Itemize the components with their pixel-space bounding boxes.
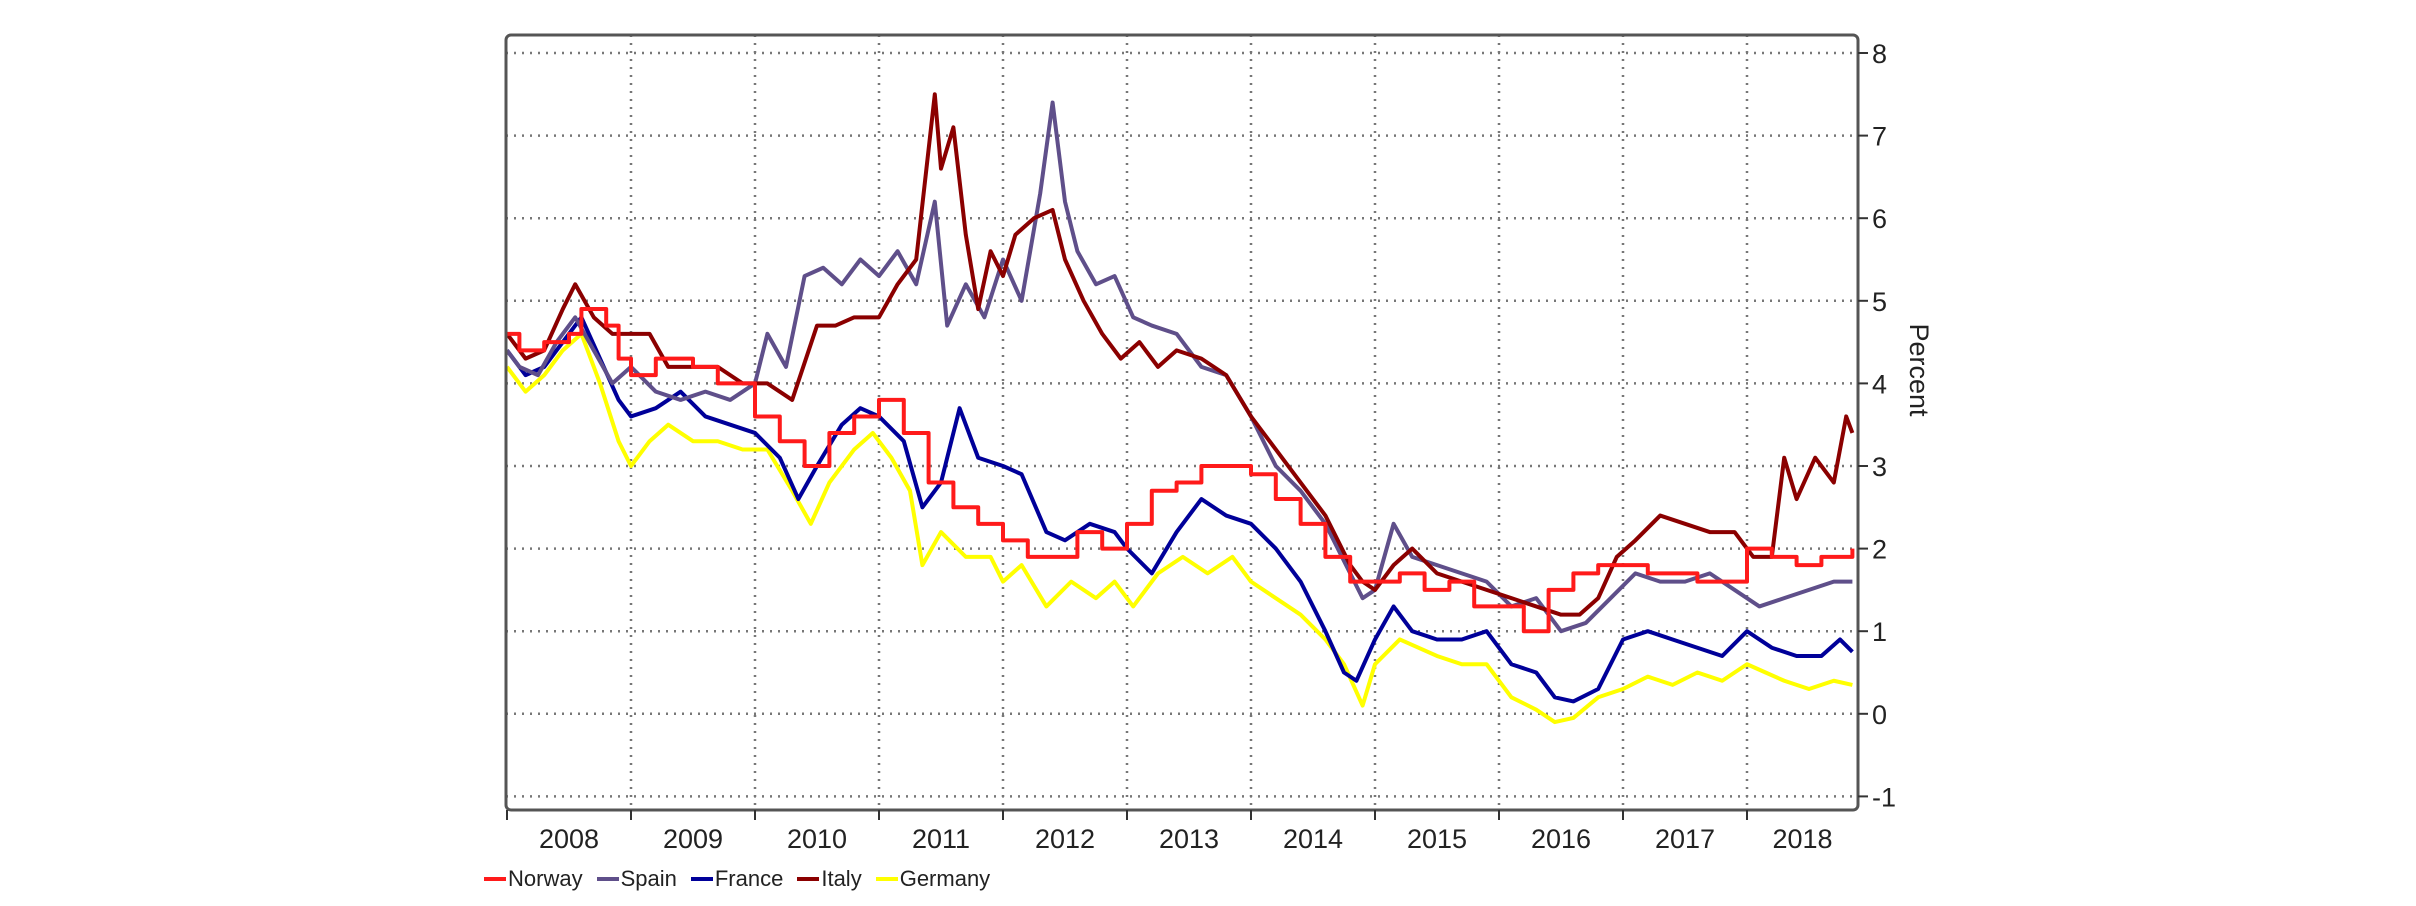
legend-label: France	[714, 866, 784, 891]
legend-item-norway: Norway	[484, 866, 583, 892]
series-norway	[507, 307, 1855, 634]
x-tick-label: 2008	[539, 824, 599, 854]
x-tick-label: 2012	[1035, 824, 1095, 854]
x-tick-label: 2011	[912, 824, 970, 854]
legend-swatch-icon	[596, 877, 619, 881]
x-tick-label: 2010	[787, 824, 847, 854]
y-tick-label: 6	[1872, 204, 1887, 234]
legend-item-italy: Italy	[797, 866, 862, 892]
y-tick-label: 2	[1872, 535, 1887, 565]
legend-label: Italy	[821, 866, 862, 891]
x-tick-label: 2009	[663, 824, 723, 854]
legend: Norway Spain France Italy Germany	[484, 866, 990, 892]
series-italy	[505, 92, 1855, 617]
y-tick-label: 1	[1872, 617, 1887, 647]
plot-frame	[504, 33, 1860, 812]
legend-item-germany: Germany	[875, 866, 991, 892]
series-germany	[505, 331, 1853, 725]
legend-swatch-icon	[797, 877, 820, 881]
x-tick-label: 2016	[1531, 824, 1591, 854]
y-tick-label: 4	[1872, 369, 1887, 399]
x-axis-ticks: 2008 2009 2010 2011 2012 2013 2014 2015 2016 2017…	[506, 810, 1833, 854]
series-france	[505, 315, 1854, 704]
legend-item-france: France	[690, 866, 784, 892]
y-axis-label: Percent	[1904, 323, 1934, 417]
x-tick-label: 2017	[1655, 824, 1715, 854]
y-tick-label: 7	[1872, 122, 1887, 152]
legend-swatch-icon	[875, 877, 898, 881]
x-tick-label: 2018	[1772, 824, 1832, 854]
legend-label: Spain	[620, 866, 677, 891]
gridlines	[506, 35, 1858, 810]
y-tick-label: 3	[1872, 452, 1887, 482]
x-tick-label: 2015	[1407, 824, 1467, 854]
y-tick-label: 5	[1872, 287, 1887, 317]
legend-item-spain: Spain	[596, 866, 677, 892]
y-tick-label: 0	[1872, 700, 1887, 730]
y-tick-label: 8	[1872, 39, 1887, 69]
legend-swatch-icon	[690, 877, 713, 881]
series-spain	[505, 100, 1853, 634]
legend-label: Germany	[899, 866, 991, 891]
x-tick-label: 2013	[1159, 824, 1219, 854]
data-series	[505, 92, 1855, 725]
legend-label: Norway	[508, 866, 583, 891]
y-tick-label: -1	[1872, 782, 1896, 812]
y-axis-ticks: 8 7 6 5 4 3 2 1 0 -1	[1858, 39, 1896, 812]
legend-swatch-icon	[484, 877, 506, 881]
x-tick-label: 2014	[1283, 824, 1343, 854]
